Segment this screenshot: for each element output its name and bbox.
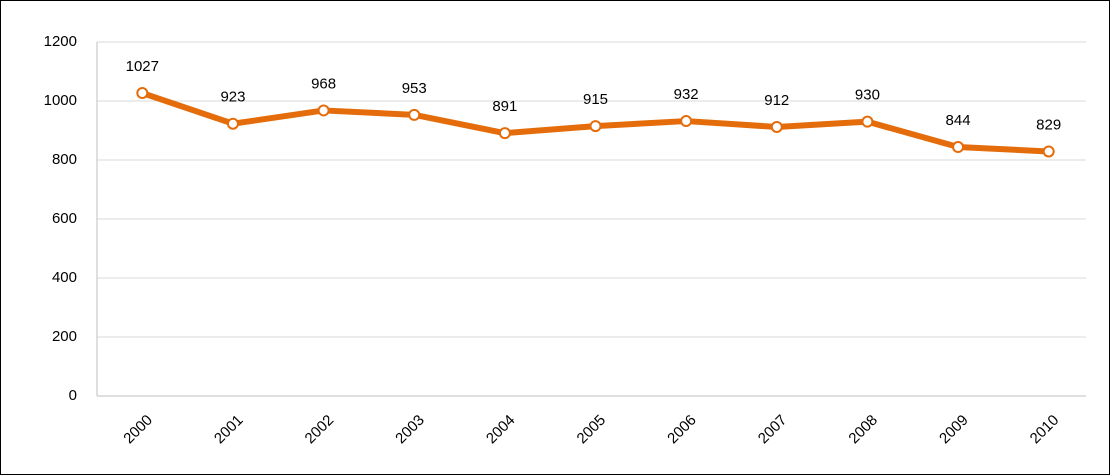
marker [136, 87, 149, 100]
y-tick-label: 200 [52, 328, 77, 345]
marker [770, 120, 783, 133]
y-tick-label: 1200 [44, 33, 77, 50]
data-label: 932 [674, 86, 699, 103]
marker [498, 127, 511, 140]
y-tick-label: 1000 [44, 92, 77, 109]
marker [1042, 145, 1055, 158]
data-label: 1027 [126, 58, 159, 75]
data-label: 915 [583, 91, 608, 108]
y-tick-label: 0 [69, 387, 77, 404]
data-label: 930 [855, 87, 880, 104]
data-label: 912 [764, 92, 789, 109]
y-tick-label: 400 [52, 269, 77, 286]
data-label: 953 [402, 80, 427, 97]
marker [680, 115, 693, 128]
data-label: 923 [220, 89, 245, 106]
marker [861, 115, 874, 128]
data-label: 829 [1036, 116, 1061, 133]
data-label: 891 [492, 98, 517, 115]
data-label: 968 [311, 75, 336, 92]
marker [317, 104, 330, 117]
marker [952, 141, 965, 154]
marker [589, 120, 602, 133]
marker [408, 108, 421, 121]
y-tick-label: 600 [52, 210, 77, 227]
data-label: 844 [946, 112, 971, 129]
marker [226, 117, 239, 130]
y-tick-label: 800 [52, 151, 77, 168]
